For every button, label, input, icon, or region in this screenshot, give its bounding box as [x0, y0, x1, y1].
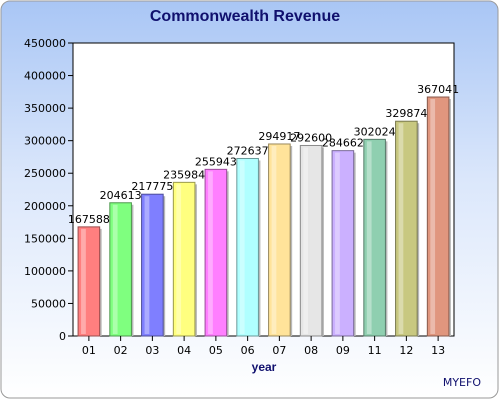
x-tick-label: 04 — [177, 344, 191, 357]
bar-highlight — [430, 99, 436, 334]
y-tick-label: 0 — [59, 330, 66, 343]
bar-highlight — [366, 141, 372, 334]
y-tick-label: 350000 — [24, 102, 66, 115]
bar-data-label: 255943 — [195, 155, 237, 168]
bar-data-label: 284662 — [322, 137, 364, 150]
bar-data-label: 329874 — [385, 107, 427, 120]
bar-highlight — [239, 160, 245, 334]
x-tick-label: 06 — [241, 344, 255, 357]
y-axis: 0 50000 100000 150000 200000 250000 300000 3500… — [24, 37, 73, 343]
x-tick-label: 08 — [304, 344, 318, 357]
x-tick-label: 09 — [336, 344, 350, 357]
bar-data-label: 294917 — [258, 130, 300, 143]
y-tick-label: 200000 — [24, 200, 66, 213]
x-tick-label: 02 — [114, 344, 128, 357]
bar-series — [77, 96, 451, 337]
bar-highlight — [398, 123, 404, 335]
bar-data-label: 167588 — [68, 213, 110, 226]
y-tick-label: 50000 — [31, 297, 66, 310]
plot-area — [72, 42, 455, 337]
bar-data-label: 217775 — [131, 180, 173, 193]
x-tick-label: 03 — [145, 344, 159, 357]
data-labels: 167588 2046132177752359842559432726372949… — [68, 83, 459, 226]
x-tick-label: 13 — [431, 344, 445, 357]
y-tick-label: 300000 — [24, 135, 66, 148]
bar-highlight — [271, 145, 277, 334]
bar-data-label: 204613 — [100, 189, 142, 202]
bar-highlight — [112, 204, 118, 334]
bar-highlight — [303, 147, 309, 334]
x-tick-label: 05 — [209, 344, 223, 357]
bar-highlight — [144, 196, 150, 334]
x-tick-label: 01 — [82, 344, 96, 357]
y-tick-label: 450000 — [24, 37, 66, 50]
x-tick-label: 11 — [368, 344, 382, 357]
x-axis: 01 02 03 04 05 06 07 08 09 11 12 13 — [82, 336, 445, 357]
y-tick-label: 100000 — [24, 265, 66, 278]
bar-data-label: 235984 — [163, 168, 205, 181]
x-tick-label: 12 — [399, 344, 413, 357]
y-tick-label: 250000 — [24, 167, 66, 180]
bar-data-label: 272637 — [227, 144, 269, 157]
bar-data-label: 302024 — [354, 125, 396, 138]
y-tick-label: 150000 — [24, 232, 66, 245]
bar-data-label: 367041 — [417, 83, 459, 96]
bar-highlight — [81, 228, 86, 334]
footer-credit: MYEFO — [443, 376, 481, 389]
chart-title: Commonwealth Revenue — [150, 8, 340, 25]
bar-highlight — [335, 152, 340, 334]
x-tick-label: 07 — [272, 344, 286, 357]
x-axis-title: year — [252, 360, 277, 374]
bar-highlight — [208, 171, 213, 334]
bar-highlight — [176, 184, 182, 334]
y-tick-label: 400000 — [24, 70, 66, 83]
bar-data-label: 292600 — [290, 131, 332, 144]
